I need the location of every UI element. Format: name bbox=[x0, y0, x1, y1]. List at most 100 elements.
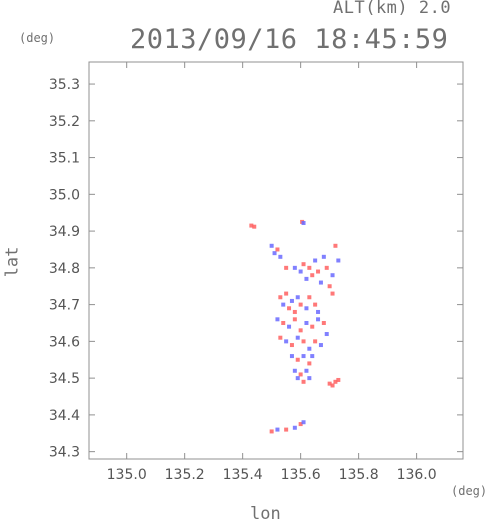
data-point bbox=[292, 265, 297, 270]
data-point bbox=[307, 376, 312, 381]
data-point bbox=[313, 258, 318, 263]
data-point bbox=[298, 269, 303, 274]
data-point bbox=[249, 223, 254, 228]
data-point bbox=[310, 354, 315, 359]
data-point bbox=[272, 251, 277, 256]
y-tick-label: 34.9 bbox=[49, 224, 80, 240]
data-point bbox=[330, 291, 335, 296]
data-point bbox=[324, 332, 329, 337]
data-point bbox=[292, 368, 297, 373]
data-point bbox=[304, 306, 309, 311]
x-tick-label: 135.8 bbox=[339, 467, 379, 483]
data-point bbox=[307, 295, 312, 300]
data-point bbox=[336, 258, 341, 263]
data-point bbox=[301, 354, 306, 359]
data-point bbox=[287, 306, 292, 311]
data-point bbox=[316, 317, 321, 322]
y-tick-label: 34.6 bbox=[49, 334, 80, 350]
data-point bbox=[278, 335, 283, 340]
data-point bbox=[292, 309, 297, 314]
data-point bbox=[304, 276, 309, 281]
data-point bbox=[295, 357, 300, 362]
x-axis-ticks: 135.0 135.2 135.4 135.6 135.8 136.0 bbox=[107, 62, 437, 483]
data-point bbox=[295, 335, 300, 340]
x-axis-label: lon bbox=[250, 504, 281, 521]
data-point bbox=[269, 243, 274, 248]
x-tick-label: 135.4 bbox=[223, 467, 263, 483]
y-axis-label: lat bbox=[2, 246, 23, 278]
altitude-label: ALT(km) 2.0 bbox=[333, 0, 452, 18]
data-point bbox=[301, 379, 306, 384]
data-point bbox=[321, 254, 326, 259]
y-unit-label: (deg) bbox=[19, 31, 56, 45]
data-point bbox=[252, 224, 257, 229]
data-point bbox=[295, 376, 300, 381]
data-point bbox=[310, 273, 315, 278]
data-point bbox=[321, 320, 326, 325]
x-tick-label: 135.0 bbox=[107, 467, 147, 483]
data-point bbox=[336, 377, 341, 382]
data-point bbox=[301, 262, 306, 267]
x-tick-label: 136.0 bbox=[397, 467, 437, 483]
data-point bbox=[330, 383, 335, 388]
data-point bbox=[327, 381, 332, 386]
data-point bbox=[287, 324, 292, 329]
data-point bbox=[278, 254, 283, 259]
data-point bbox=[313, 302, 318, 307]
data-point bbox=[275, 247, 280, 252]
data-point bbox=[304, 368, 309, 373]
data-point bbox=[298, 372, 303, 377]
data-point bbox=[289, 354, 294, 359]
data-point bbox=[301, 420, 306, 425]
plot-frame bbox=[88, 61, 464, 460]
y-tick-label: 34.5 bbox=[49, 371, 80, 387]
data-point bbox=[316, 269, 321, 274]
data-point bbox=[333, 379, 338, 384]
y-tick-label: 34.3 bbox=[49, 445, 80, 461]
data-point bbox=[284, 265, 289, 270]
data-point bbox=[292, 317, 297, 322]
y-tick-label: 35.1 bbox=[49, 151, 80, 167]
data-point bbox=[292, 425, 297, 430]
data-point bbox=[289, 343, 294, 348]
data-point bbox=[316, 309, 321, 314]
data-marks bbox=[249, 219, 341, 434]
y-tick-label: 34.7 bbox=[49, 298, 80, 314]
data-point bbox=[324, 265, 329, 270]
y-axis-ticks: 34.3 34.4 34.5 34.6 34.7 34.8 34.9 35.0 35.1 35.2… bbox=[49, 77, 463, 461]
data-point bbox=[307, 265, 312, 270]
data-point bbox=[304, 320, 309, 325]
data-point bbox=[284, 339, 289, 344]
y-tick-label: 35.0 bbox=[49, 187, 80, 203]
x-tick-label: 135.6 bbox=[281, 467, 321, 483]
data-point bbox=[310, 324, 315, 329]
data-point bbox=[307, 361, 312, 366]
data-point bbox=[289, 298, 294, 303]
data-point bbox=[318, 343, 323, 348]
data-point bbox=[284, 291, 289, 296]
data-point bbox=[281, 302, 286, 307]
data-point bbox=[298, 422, 303, 427]
x-tick-label: 135.2 bbox=[165, 467, 205, 483]
y-tick-label: 34.4 bbox=[49, 408, 80, 424]
y-tick-label: 35.2 bbox=[49, 114, 80, 130]
data-point bbox=[298, 302, 303, 307]
data-point bbox=[284, 427, 289, 432]
timestamp-title: 2013/09/16 18:45:59 bbox=[130, 24, 449, 55]
data-point bbox=[275, 427, 280, 432]
data-point bbox=[330, 273, 335, 278]
data-point bbox=[327, 284, 332, 289]
data-point bbox=[307, 346, 312, 351]
data-point bbox=[301, 339, 306, 344]
data-point bbox=[281, 320, 286, 325]
data-point bbox=[275, 317, 280, 322]
y-axis-label-wrap: lat bbox=[0, 247, 22, 278]
data-point bbox=[295, 295, 300, 300]
data-point bbox=[269, 429, 274, 434]
data-point bbox=[301, 221, 306, 226]
data-point bbox=[298, 328, 303, 333]
data-point bbox=[313, 339, 318, 344]
x-unit-label: (deg) bbox=[451, 484, 488, 498]
y-tick-label: 35.3 bbox=[49, 77, 80, 93]
